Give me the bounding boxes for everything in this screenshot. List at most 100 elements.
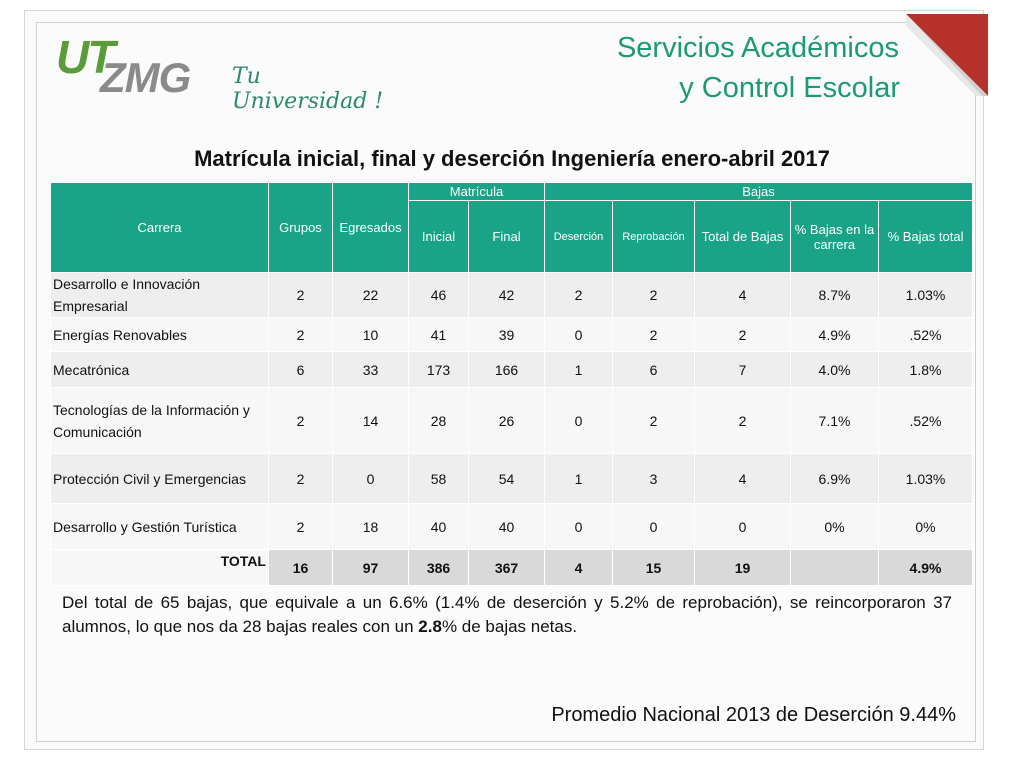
cell-egresados: 0 (332, 453, 409, 504)
cell-final: 42 (468, 272, 545, 318)
cell-total-bajas: 7 (694, 351, 791, 388)
cell-carrera: Mecatrónica (50, 351, 269, 388)
logo-ut-text: UT (56, 31, 115, 83)
total-desercion: 4 (544, 549, 613, 586)
cell-egresados: 18 (332, 503, 409, 550)
cell-desercion: 0 (544, 503, 613, 550)
cell-inicial: 173 (408, 351, 469, 388)
note-text-bold: 2.8 (418, 617, 442, 636)
total-row: TOTAL 16 97 386 367 4 15 19 4.9% (50, 549, 974, 586)
total-pct-total: 4.9% (877, 549, 974, 586)
cell-carrera: Energías Renovables (50, 317, 269, 352)
header-desercion: Deserción (544, 200, 613, 273)
cell-pct-carrera: 7.1% (790, 387, 879, 454)
header-title: Servicios Académicos y Control Escolar (616, 28, 900, 108)
table-row: Desarrollo y Gestión Turística 2 18 40 4… (50, 503, 974, 550)
table-row: Protección Civil y Emergencias 2 0 58 54… (50, 453, 974, 504)
cell-final: 166 (468, 351, 545, 388)
total-inicial: 386 (408, 549, 469, 586)
header-inicial: Inicial (408, 200, 469, 273)
table-row: Energías Renovables 2 10 41 39 0 2 2 4.9… (50, 317, 974, 352)
cell-carrera: Desarrollo e Innovación Empresarial (50, 272, 269, 318)
total-egresados: 97 (332, 549, 409, 586)
corner-ribbon-icon (906, 14, 988, 96)
cell-final: 26 (468, 387, 545, 454)
cell-total-bajas: 0 (694, 503, 791, 550)
cell-final: 40 (468, 503, 545, 550)
logo-tagline: Tu Universidad ! (232, 64, 384, 114)
note-text-after: % de bajas netas. (441, 617, 578, 636)
cell-reprobacion: 2 (612, 387, 695, 454)
total-grupos: 16 (268, 549, 333, 586)
cell-inicial: 58 (408, 453, 469, 504)
header-bajas: Bajas (543, 182, 974, 201)
cell-egresados: 10 (332, 317, 409, 352)
cell-inicial: 40 (408, 503, 469, 550)
cell-reprobacion: 2 (612, 272, 695, 318)
cell-reprobacion: 0 (612, 503, 695, 550)
header-reprobacion: Reprobación (612, 200, 695, 273)
header-pct-carrera: % Bajas en la carrera (790, 200, 879, 273)
logo-zmg-text: ZMG (100, 54, 191, 101)
cell-grupos: 2 (268, 453, 333, 504)
cell-grupos: 6 (268, 351, 333, 388)
cell-pct-total: 1.8% (877, 351, 974, 388)
header-title-line1: Servicios Académicos (616, 32, 899, 64)
cell-inicial: 41 (408, 317, 469, 352)
header-egresados: Egresados (332, 182, 409, 273)
header-final: Final (468, 200, 545, 273)
total-total-bajas: 19 (694, 549, 791, 586)
cell-final: 54 (468, 453, 545, 504)
cell-final: 39 (468, 317, 545, 352)
cell-pct-total: 1.03% (877, 453, 974, 504)
cell-pct-carrera: 8.7% (790, 272, 879, 318)
cell-grupos: 2 (268, 272, 333, 318)
cell-desercion: 2 (544, 272, 613, 318)
cell-grupos: 2 (268, 387, 333, 454)
utzmg-logo: UT ZMG Tu Universidad ! (56, 30, 386, 114)
header-title-line2: y Control Escolar (679, 72, 900, 104)
cell-reprobacion: 6 (612, 351, 695, 388)
cell-total-bajas: 2 (694, 387, 791, 454)
cell-inicial: 46 (408, 272, 469, 318)
cell-total-bajas: 4 (694, 453, 791, 504)
cell-carrera: Desarrollo y Gestión Turística (50, 503, 269, 550)
header-pct-total: % Bajas total (877, 200, 974, 273)
cell-pct-total: 1.03% (877, 272, 974, 318)
cell-reprobacion: 3 (612, 453, 695, 504)
cell-pct-carrera: 0% (790, 503, 879, 550)
cell-carrera: Tecnologías de la Información y Comunica… (50, 387, 269, 454)
cell-total-bajas: 4 (694, 272, 791, 318)
header-matricula: Matrícula (408, 182, 545, 201)
cell-pct-total: 0% (877, 503, 974, 550)
total-reprobacion: 15 (612, 549, 695, 586)
cell-egresados: 22 (332, 272, 409, 318)
header-grupos: Grupos (268, 182, 333, 273)
table-row: Mecatrónica 6 33 173 166 1 6 7 4.0% 1.8% (50, 351, 974, 388)
cell-desercion: 0 (544, 387, 613, 454)
note-text-before: Del total de 65 bajas, que equivale a un… (62, 593, 952, 636)
cell-egresados: 33 (332, 351, 409, 388)
enrollment-table: Carrera Grupos Egresados Matrícula Bajas… (50, 182, 974, 586)
cell-total-bajas: 2 (694, 317, 791, 352)
table-title: Matrícula inicial, final y deserción Ing… (194, 146, 830, 171)
cell-desercion: 1 (544, 453, 613, 504)
cell-desercion: 0 (544, 317, 613, 352)
cell-grupos: 2 (268, 317, 333, 352)
cell-desercion: 1 (544, 351, 613, 388)
cell-pct-total: .52% (877, 387, 974, 454)
summary-note: Del total de 65 bajas, que equivale a un… (62, 591, 952, 639)
header-carrera: Carrera (50, 182, 269, 273)
cell-pct-total: .52% (877, 317, 974, 352)
national-average: Promedio Nacional 2013 de Deserción 9.44… (551, 704, 956, 726)
table-row: Desarrollo e Innovación Empresarial 2 22… (50, 272, 974, 318)
cell-carrera: Protección Civil y Emergencias (50, 453, 269, 504)
cell-pct-carrera: 4.0% (790, 351, 879, 388)
cell-reprobacion: 2 (612, 317, 695, 352)
cell-grupos: 2 (268, 503, 333, 550)
cell-egresados: 14 (332, 387, 409, 454)
total-label: TOTAL (50, 549, 269, 586)
total-final: 367 (468, 549, 545, 586)
cell-pct-carrera: 6.9% (790, 453, 879, 504)
